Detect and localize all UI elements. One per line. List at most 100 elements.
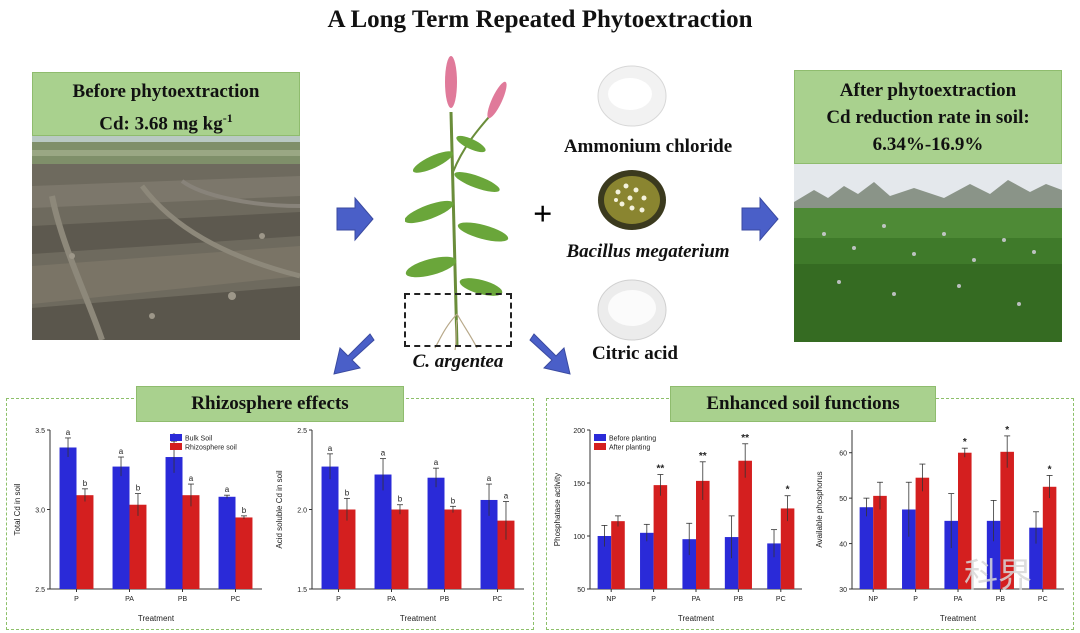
significance-label: b [242,506,247,515]
chart-phosphatase-activity: 50 100 150 200 Phosphatase activity Treatment… [553,428,802,623]
y-tick-label: 50 [839,496,847,503]
bar [738,460,752,589]
significance-label: a [434,458,439,467]
bar [112,466,130,589]
bar [986,520,1001,589]
y-axis-label: Available phosphorus [815,471,824,547]
bar [611,521,625,589]
x-tick-label: P [651,596,656,603]
significance-label: * [1048,464,1052,475]
significance-label: * [963,437,967,448]
chart-available-phosphorus: 30 40 50 60 Available phosphorus Treatment NP P… [815,425,1064,623]
y-tick-label: 50 [577,587,585,594]
before-phytoextraction-label: Before phytoextraction Cd: 3.68 mg kg-1 [32,72,300,136]
bar [444,509,462,589]
legend-label: After planting [609,445,650,452]
significance-label: a [381,449,386,458]
bar [958,452,972,589]
significance-label: b [83,479,88,488]
reagent-ammonium-chloride: Ammonium chloride [563,136,733,157]
significance-label: a [225,485,230,494]
x-tick-label: PB [996,596,1006,603]
x-tick-label: PC [231,596,241,603]
y-axis-label: Total Cd in soil [13,483,22,535]
legend-swatch [170,434,182,441]
rhizosphere-effects-title: Rhizosphere effects [136,386,404,422]
x-axis-label: Treatment [400,614,437,623]
bar [218,496,236,589]
bar [1000,451,1014,589]
x-axis-label: Treatment [138,614,175,623]
bar [767,543,781,589]
x-tick-label: PA [125,596,134,603]
x-tick-label: PC [493,596,503,603]
after-line3: 6.34%-16.9% [872,134,984,155]
before-cd-value: Cd: 3.68 mg kg [99,113,223,135]
y-tick-label: 2.5 [297,428,307,435]
arrow-down-right [529,333,571,375]
bar [321,466,339,589]
significance-label: b [451,496,456,505]
significance-label: b [136,484,141,493]
bar [653,485,668,589]
x-tick-label: PB [178,596,188,603]
bar [597,536,612,589]
legend-swatch [594,443,606,450]
bar [1029,527,1043,589]
y-tick-label: 150 [573,481,585,488]
x-tick-label: NP [868,596,878,603]
x-tick-label: PC [1038,596,1048,603]
x-tick-label: PA [954,596,963,603]
ammonium-chloride-image [597,65,667,127]
significance-label: b [345,488,350,497]
plant-label: C. argentea [412,351,504,372]
citric-acid-image [597,279,667,341]
x-tick-label: PB [440,596,450,603]
significance-label: ** [699,451,707,462]
plant-illustration [405,56,509,351]
bar [165,457,183,589]
y-tick-label: 100 [573,534,585,541]
bar [873,495,887,589]
y-tick-label: 3.0 [35,508,45,515]
x-tick-label: P [74,596,79,603]
y-tick-label: 30 [839,587,847,594]
bar [374,474,392,589]
significance-label: ** [741,433,749,444]
bar [1042,486,1057,589]
bar [915,477,930,589]
root-zone-box [404,293,512,347]
x-axis-label: Treatment [940,614,977,623]
bar [235,517,253,589]
y-tick-label: 3.5 [35,428,45,435]
arrow-down-left [333,333,375,375]
bar [391,509,409,589]
reagent-bacillus-megaterium: Bacillus megaterium [566,241,730,262]
y-tick-label: 1.5 [297,587,307,594]
y-tick-label: 2.0 [297,508,307,515]
significance-label: ** [656,464,664,475]
bar [182,495,200,589]
x-tick-label: PA [692,596,701,603]
bar [129,504,147,589]
x-tick-label: PC [776,596,786,603]
significance-label: a [328,444,333,453]
bar [497,520,515,589]
bar [944,520,958,589]
bar [682,539,696,589]
y-tick-label: 60 [839,451,847,458]
enhanced-soil-functions-title: Enhanced soil functions [670,386,936,422]
significance-label: * [1005,425,1009,436]
field-before-photo [32,136,300,340]
significance-label: b [398,495,403,504]
y-tick-label: 40 [839,542,847,549]
legend-swatch [594,434,606,441]
significance-label: a [487,474,492,483]
arrow-right-1 [336,196,374,242]
field-after-photo [794,164,1062,342]
bar [59,447,77,589]
reagent-citric-acid: Citric acid [591,343,678,364]
watermark: 科界 [964,556,1032,596]
significance-label: a [189,474,194,483]
significance-label: a [119,447,124,456]
